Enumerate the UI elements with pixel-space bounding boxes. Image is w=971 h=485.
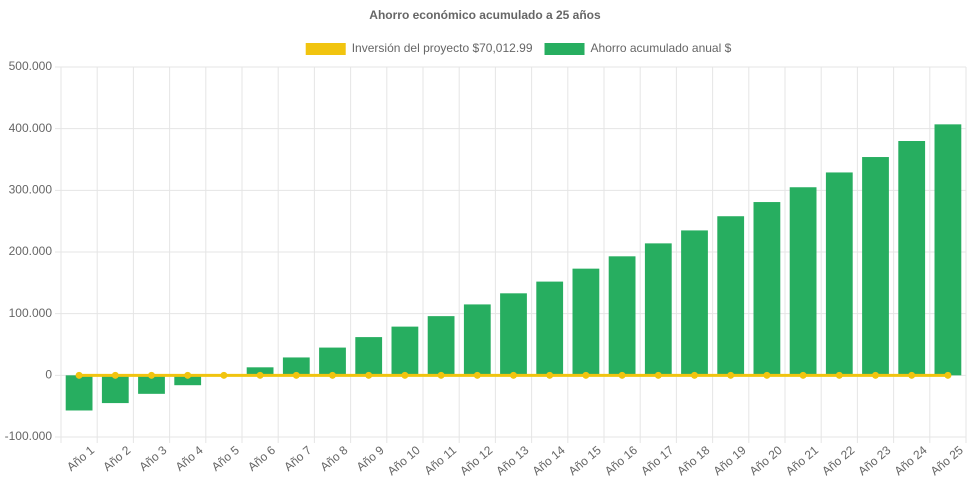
bar <box>898 141 926 376</box>
line-point <box>582 371 590 379</box>
line-point <box>111 371 119 379</box>
line-point <box>618 371 626 379</box>
line-point <box>473 371 481 379</box>
bar <box>862 157 889 376</box>
bar <box>572 268 600 376</box>
x-tick-label: Año 3 <box>136 443 169 474</box>
x-tick-label: Año 15 <box>566 443 604 478</box>
x-tick-label: Año 10 <box>385 443 423 478</box>
x-tick-label: Año 5 <box>209 443 242 474</box>
line-point <box>401 371 409 379</box>
x-tick-label: Año 25 <box>928 443 966 478</box>
x-tick-label: Año 6 <box>245 443 278 474</box>
bar <box>463 304 491 376</box>
line-point <box>872 371 879 379</box>
x-tick-label: Año 19 <box>711 443 749 478</box>
bar <box>825 172 853 376</box>
x-tick-label: Año 1 <box>64 443 97 474</box>
x-tick-label: Año 13 <box>493 443 531 478</box>
legend: Inversión del proyecto $70,012.99 Ahorro … <box>305 41 732 55</box>
y-tick-label: 200.000 <box>9 244 53 258</box>
chart-title: Ahorro económico acumulado a 25 años <box>369 8 601 22</box>
x-tick-label: Año 21 <box>783 443 821 478</box>
bar <box>282 357 310 376</box>
bar <box>319 347 346 376</box>
x-tick-label: Año 14 <box>530 443 568 478</box>
bar <box>753 202 781 376</box>
line-point <box>908 371 916 379</box>
line-point <box>256 371 264 379</box>
legend-swatch <box>544 43 585 55</box>
x-tick-label: Año 12 <box>457 443 495 478</box>
line-point <box>727 371 735 379</box>
legend-label: Ahorro acumulado anual $ <box>591 41 732 55</box>
line-point <box>329 371 336 379</box>
x-tick-label: Año 22 <box>819 443 857 478</box>
y-tick-label: 300.000 <box>9 183 53 197</box>
line-point <box>148 371 155 379</box>
bar <box>536 281 564 376</box>
line-point <box>365 371 373 379</box>
line-point <box>944 371 952 379</box>
bar <box>934 124 962 376</box>
x-tick-label: Año 11 <box>422 443 460 478</box>
bar <box>65 375 93 411</box>
y-tick-label: 500.000 <box>9 59 53 73</box>
x-tick-label: Año 24 <box>892 443 930 478</box>
line-point <box>835 371 843 379</box>
x-tick-label: Año 16 <box>602 443 640 478</box>
bar <box>681 230 708 376</box>
bar <box>500 293 527 376</box>
line-point <box>437 371 445 379</box>
legend-swatch <box>305 43 346 55</box>
x-tick-label: Año 23 <box>855 443 893 478</box>
bar <box>717 216 745 376</box>
bar <box>789 187 817 376</box>
line-point <box>220 371 228 379</box>
line-point <box>184 371 192 379</box>
x-tick-label: Año 2 <box>100 443 133 474</box>
legend-item: Ahorro acumulado anual $ <box>544 41 732 55</box>
line-point <box>799 371 807 379</box>
legend-label: Inversión del proyecto $70,012.99 <box>352 41 533 55</box>
bar <box>427 316 455 376</box>
x-tick-label: Año 18 <box>674 443 712 478</box>
x-tick-label: Año 4 <box>173 443 206 474</box>
y-tick-label: 0 <box>45 368 52 382</box>
x-tick-label: Año 8 <box>317 443 350 474</box>
line-point <box>292 371 300 379</box>
x-tick-label: Año 9 <box>354 443 387 474</box>
bar <box>644 243 672 376</box>
line-point <box>75 371 83 379</box>
bar <box>138 375 165 394</box>
x-tick-label: Año 20 <box>747 443 785 478</box>
line-point <box>654 371 662 379</box>
line-point <box>691 371 698 379</box>
bar <box>101 375 129 404</box>
bar <box>608 256 636 376</box>
legend-item: Inversión del proyecto $70,012.99 <box>305 41 533 55</box>
bar <box>246 367 274 376</box>
bar <box>174 375 202 386</box>
line-point <box>763 371 771 379</box>
bar <box>391 326 419 376</box>
line-point <box>510 371 517 379</box>
y-tick-label: -100.000 <box>5 429 53 443</box>
line-point <box>546 371 554 379</box>
bar <box>355 337 383 376</box>
x-tick-label: Año 17 <box>638 443 676 478</box>
y-tick-label: 400.000 <box>9 121 53 135</box>
x-tick-label: Año 7 <box>281 443 314 474</box>
y-tick-label: 100.000 <box>9 306 53 320</box>
